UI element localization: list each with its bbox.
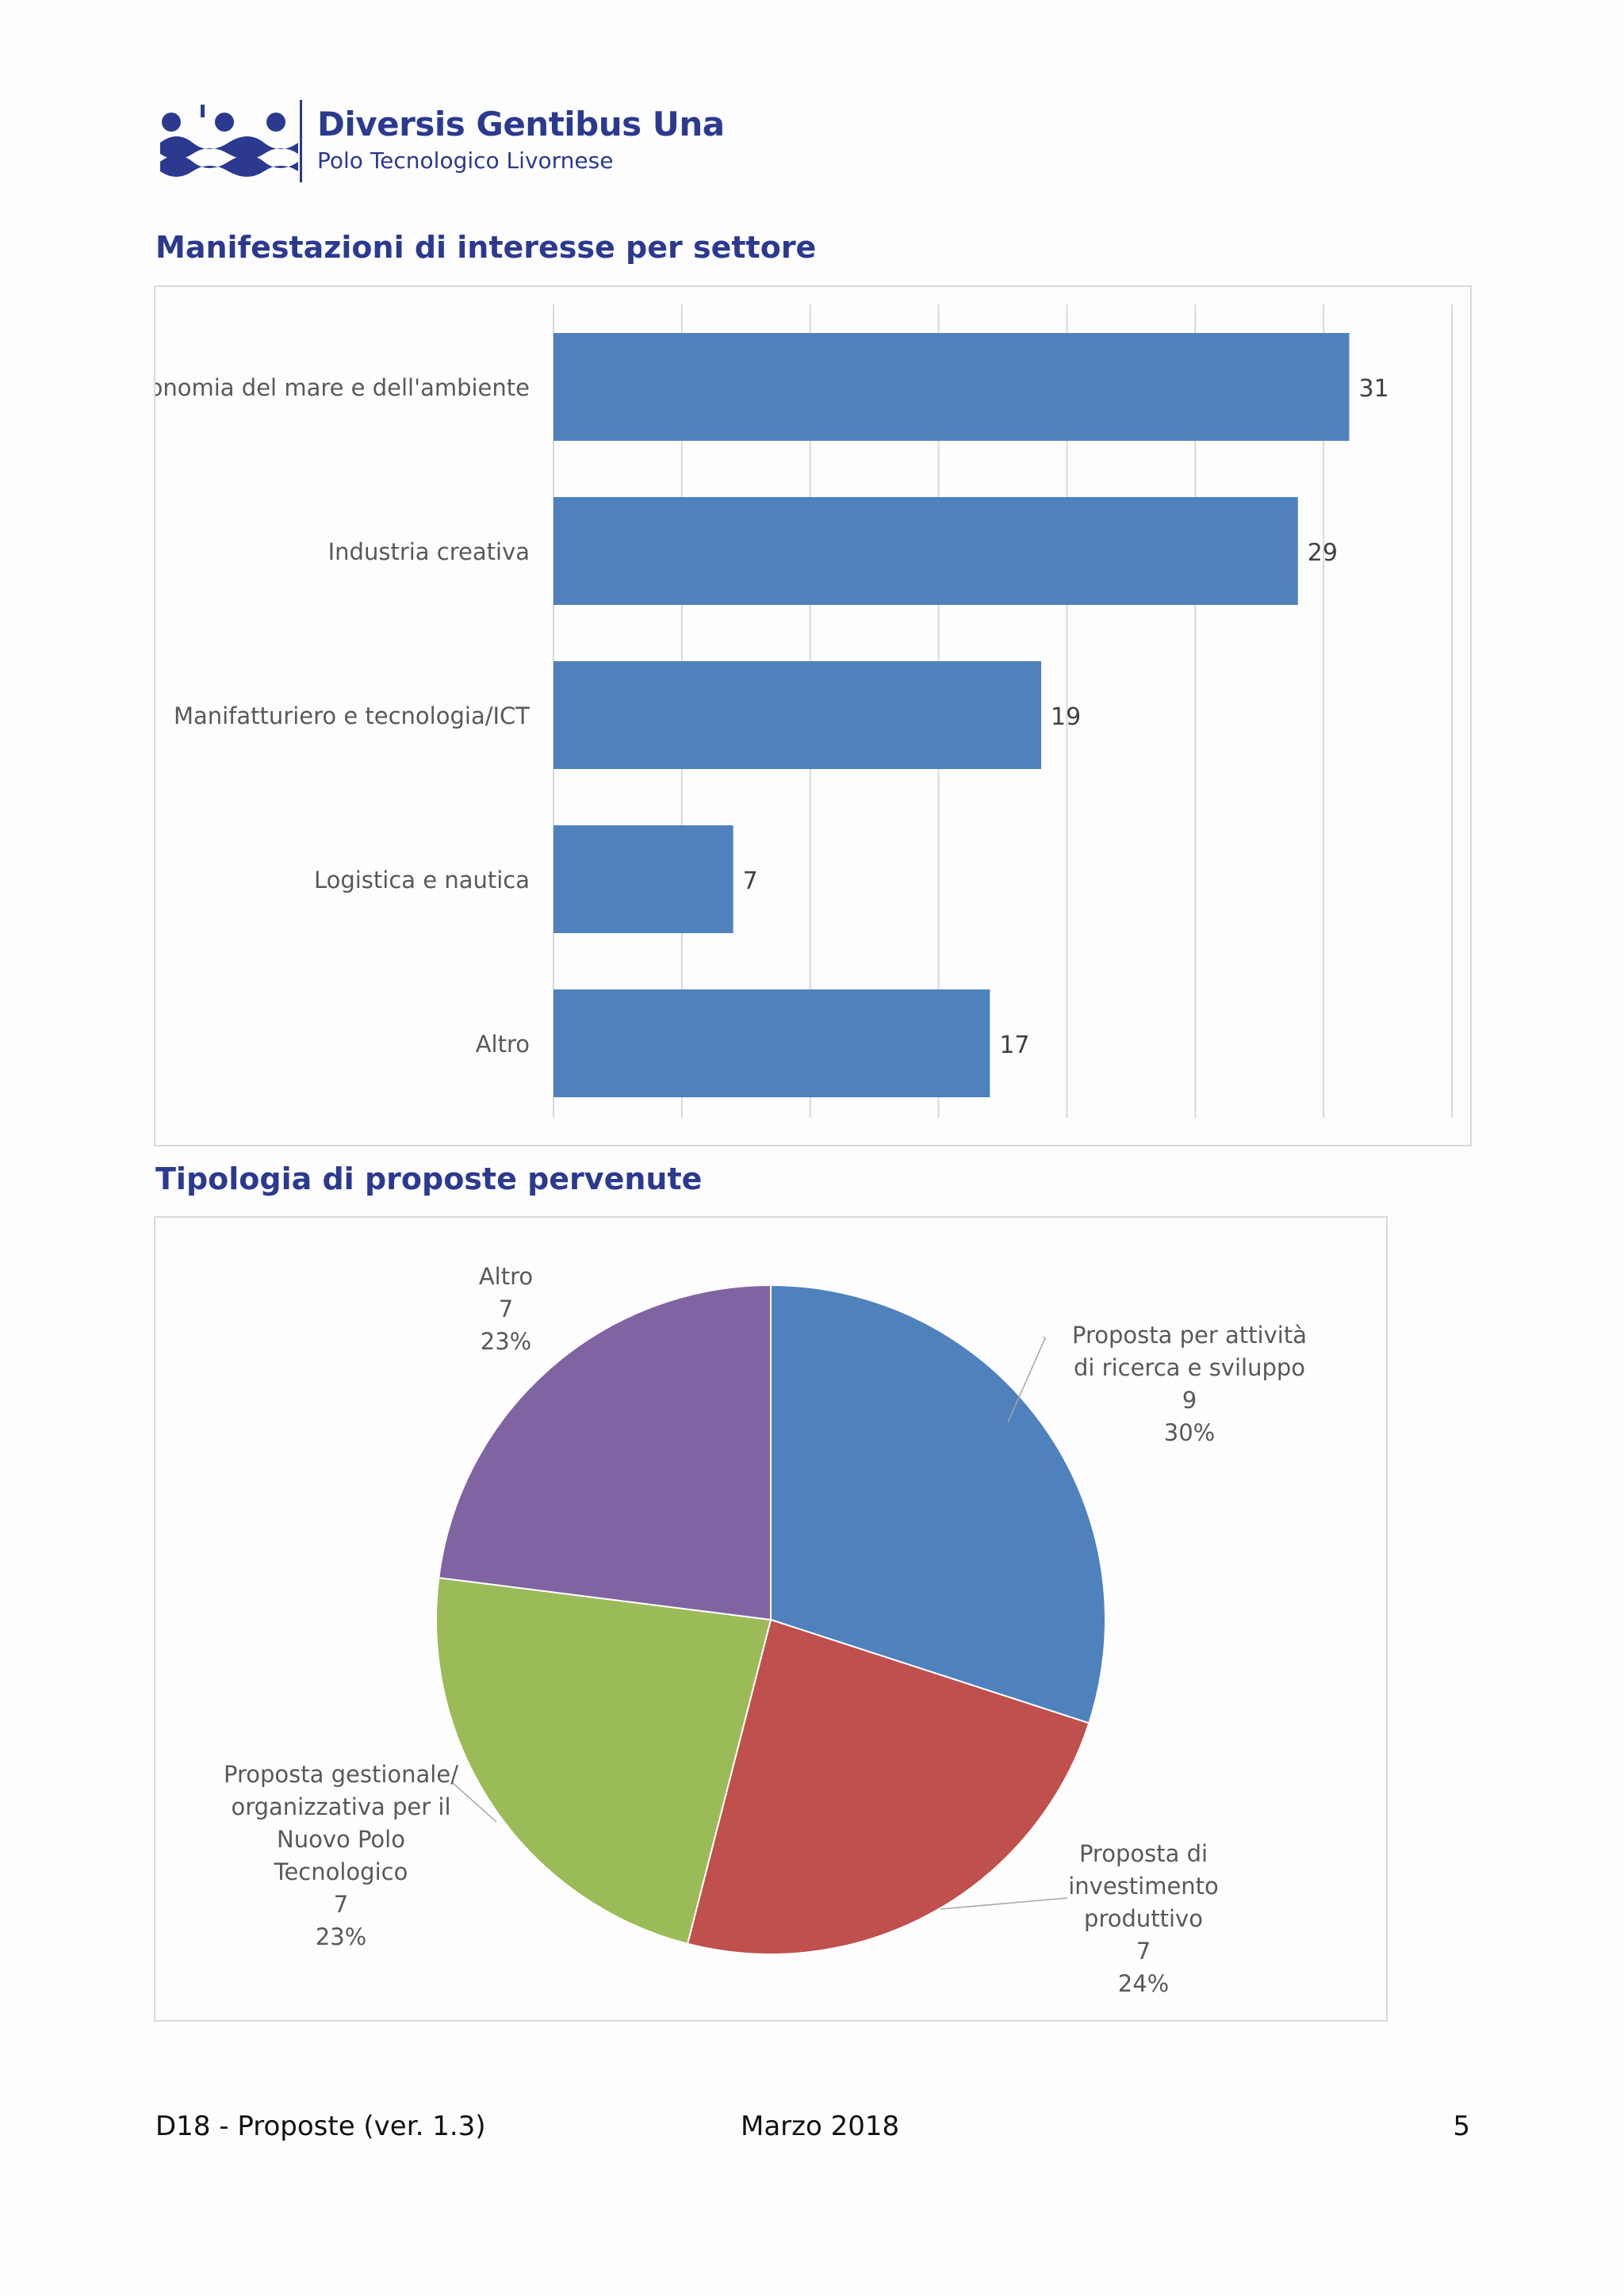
slice-label: Altro 7 23% <box>479 1263 533 1355</box>
bar-chart-title: Manifestazioni di interesse per settore <box>155 230 817 265</box>
bar-chart: Economia del mare e dell'ambiente 31 Indus… <box>121 304 1453 1118</box>
logo-title: Diversis Gentibus Una <box>317 105 725 144</box>
leader-line <box>451 1781 497 1823</box>
data-label: 19 <box>1051 703 1081 731</box>
pie-chart-title: Tipologia di proposte pervenute <box>155 1161 703 1196</box>
bar <box>553 497 1298 605</box>
category-label: Economia del mare e dell'ambiente <box>155 374 530 401</box>
pie-chart-frame: Proposta per attività di ricerca e svilup… <box>154 1216 1388 2022</box>
category-label: Altro <box>476 1031 530 1058</box>
pie-slice <box>770 1284 1106 1724</box>
slice-label: Proposta di investimento produttivo 7 24% <box>1068 1840 1219 1997</box>
leader-line <box>940 1897 1068 1910</box>
category-label: Logistica e nautica <box>314 867 530 894</box>
slice-label: Proposta per attività di ricerca e svilup… <box>1072 1322 1307 1446</box>
footer-document-id: D18 - Proposte (ver. 1.3) <box>155 2110 486 2142</box>
bar-chart-frame: Economia del mare e dell'ambiente 31 Indus… <box>121 285 1472 1146</box>
bar <box>553 333 1350 441</box>
pie-slice <box>435 1576 772 1945</box>
bar <box>553 989 990 1097</box>
footer-date: Marzo 2018 <box>741 2110 900 2142</box>
bar <box>553 825 733 933</box>
category-label: Manifatturiero e tecnologia/ICT <box>174 702 530 729</box>
slice-label: Proposta gestionale/organizzativa per il… <box>224 1761 458 1950</box>
logo-divider <box>300 100 302 182</box>
data-label: 7 <box>743 867 758 895</box>
logo-subtitle: Polo Tecnologico Livornese <box>317 147 614 174</box>
pie-slice <box>686 1618 1090 1955</box>
data-label: 31 <box>1359 375 1389 403</box>
bar <box>553 661 1042 769</box>
data-label: 17 <box>999 1031 1029 1059</box>
logo-icon <box>160 105 298 177</box>
pie-slice <box>438 1284 772 1621</box>
pie-chart: Proposta per attività di ricerca e svilup… <box>224 1263 1307 1997</box>
footer-page-number: 5 <box>1453 2110 1470 2142</box>
category-label: Industria creativa <box>328 538 530 565</box>
leader-line <box>1007 1336 1046 1423</box>
data-label: 29 <box>1308 539 1338 567</box>
